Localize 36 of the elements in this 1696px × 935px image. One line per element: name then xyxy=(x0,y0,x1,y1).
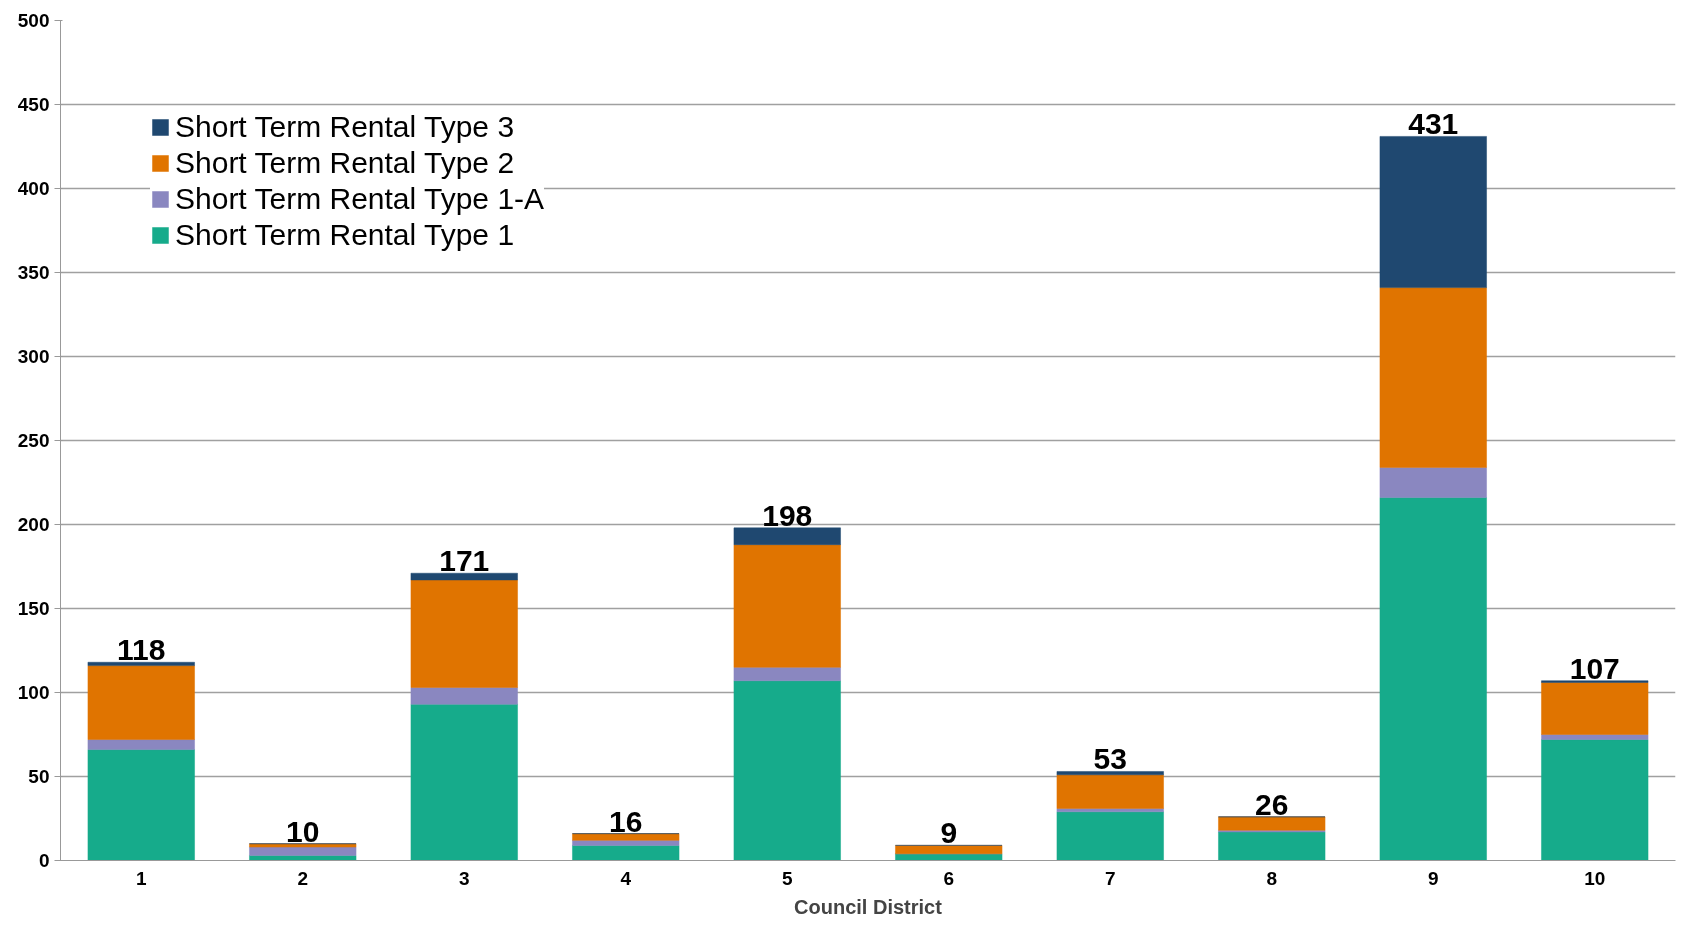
y-tick-label: 50 xyxy=(28,766,50,787)
x-tick-label: 3 xyxy=(458,867,470,889)
legend-label: Short Term Rental Type 2 xyxy=(175,146,515,180)
x-tick-label: 5 xyxy=(781,867,793,889)
total-label: 26 xyxy=(1255,787,1289,821)
y-tick-label: 200 xyxy=(17,514,50,535)
legend-label: Short Term Rental Type 3 xyxy=(175,110,515,144)
y-tick-label: 300 xyxy=(17,346,50,367)
total-label: 10 xyxy=(286,814,320,848)
x-tick-label: 2 xyxy=(297,867,309,889)
total-label: 171 xyxy=(439,544,490,578)
x-tick-label: 9 xyxy=(1427,867,1439,889)
total-label: 53 xyxy=(1093,742,1127,776)
y-tick-label: 450 xyxy=(17,94,50,115)
y-tick-label: 400 xyxy=(17,178,50,199)
total-label: 118 xyxy=(117,633,166,667)
y-tick-label: 0 xyxy=(38,850,50,871)
total-label: 431 xyxy=(1408,107,1459,141)
x-tick-label: 8 xyxy=(1266,867,1278,889)
y-tick-label: 150 xyxy=(17,598,50,619)
y-tick-label: 100 xyxy=(17,682,50,703)
y-tick-label: 350 xyxy=(17,262,50,283)
y-tick-label: 250 xyxy=(17,430,50,451)
total-label: 16 xyxy=(609,804,643,838)
x-tick-label: 1 xyxy=(135,867,147,889)
total-label: 107 xyxy=(1569,651,1620,685)
legend-label: Short Term Rental Type 1 xyxy=(175,218,515,252)
x-axis-title: Council District xyxy=(794,895,943,918)
total-label: 9 xyxy=(940,816,958,850)
x-tick-label: 6 xyxy=(943,867,955,889)
x-tick-label: 7 xyxy=(1104,867,1116,889)
x-tick-label: 4 xyxy=(620,867,632,889)
y-tick-label: 500 xyxy=(17,10,50,31)
x-tick-label: 10 xyxy=(1584,867,1606,889)
legend-label: Short Term Rental Type 1-A xyxy=(175,182,545,216)
total-label: 198 xyxy=(762,498,813,532)
